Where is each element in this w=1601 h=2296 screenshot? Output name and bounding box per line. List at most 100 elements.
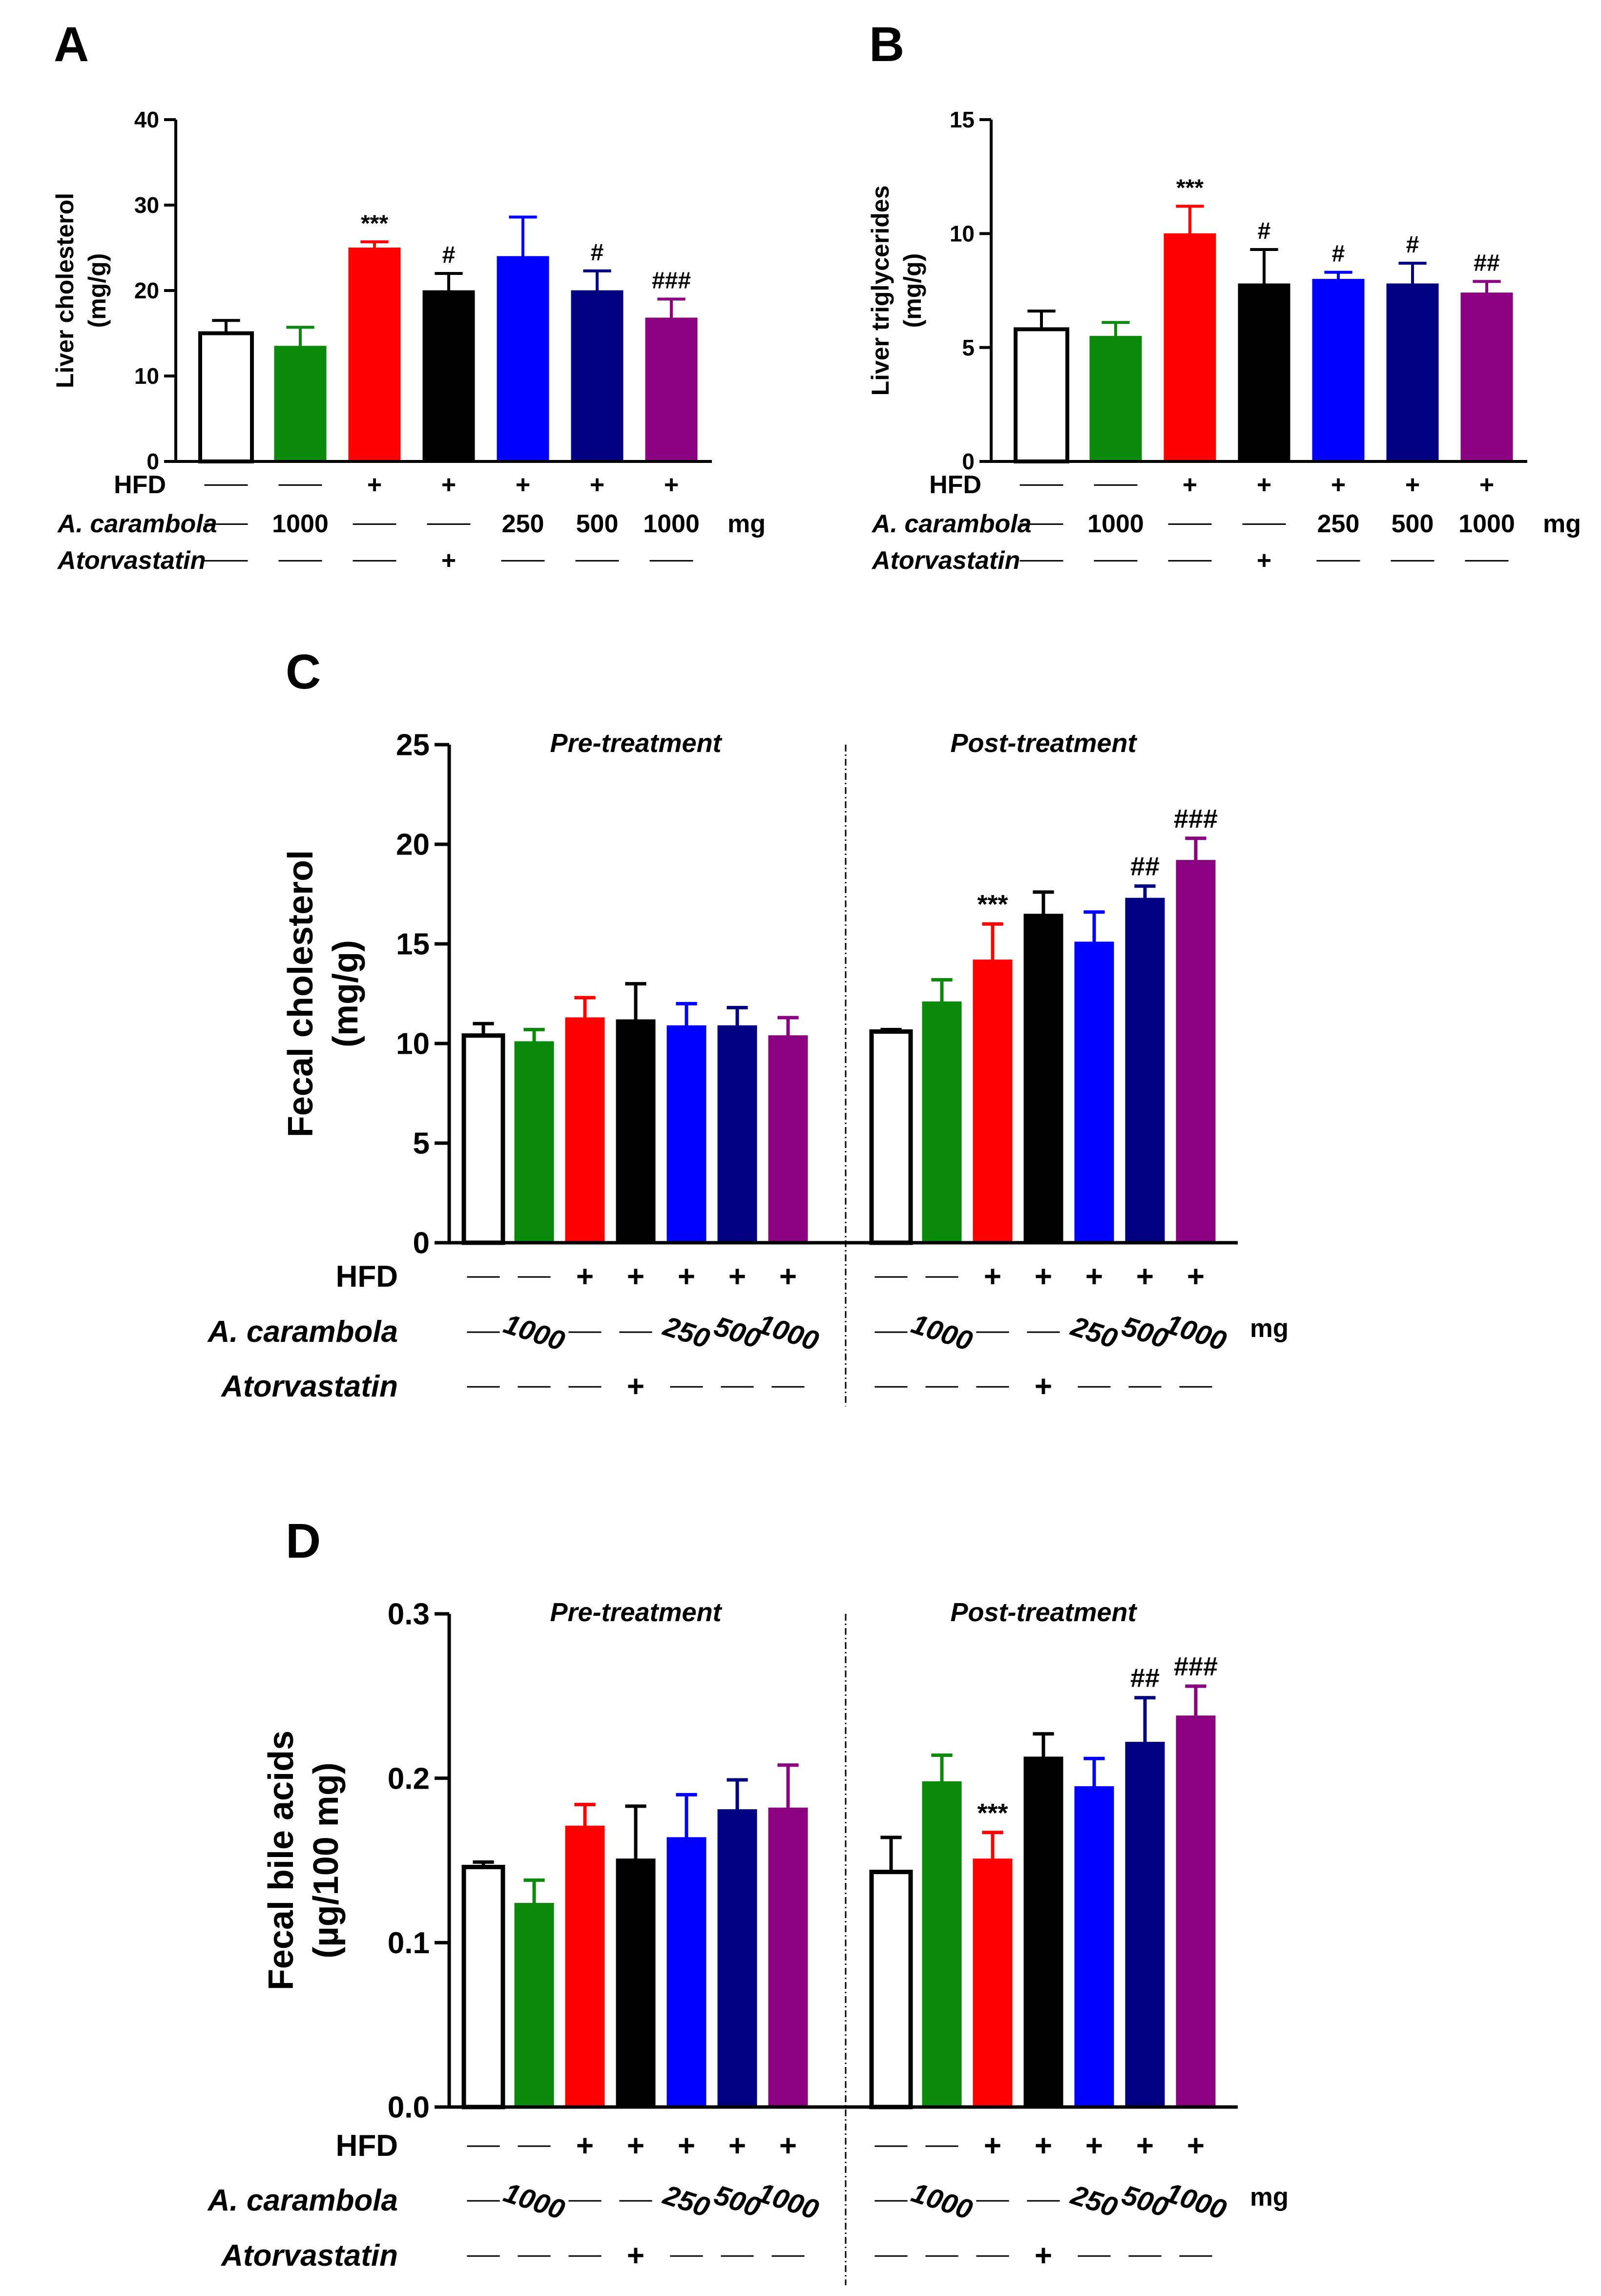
y-tick-label: 20 xyxy=(396,828,430,862)
carambola-row-label: A. carambola xyxy=(871,510,1032,538)
bar-post-group-4 xyxy=(1023,914,1063,1243)
y-tick-label: 15 xyxy=(950,107,975,132)
hfd-row-pre-value: + xyxy=(728,1260,746,1294)
hfd-row-value: + xyxy=(367,471,382,499)
significance-mark: # xyxy=(1258,218,1271,244)
hfd-row-value: + xyxy=(664,471,679,499)
y-tick-label: 0.3 xyxy=(388,1598,430,1631)
atorvastatin-row-value: + xyxy=(1257,546,1271,575)
significance-mark: *** xyxy=(1176,175,1204,201)
atorvastatin-row-pre-value: + xyxy=(627,1370,645,1403)
bar-group-2 xyxy=(1089,335,1142,462)
hfd-row-value: + xyxy=(1405,471,1420,499)
bar-post-group-7 xyxy=(1176,1715,1216,2108)
y-axis-unit: (mg/g) xyxy=(899,253,926,328)
bar-post-group-1 xyxy=(869,1029,913,1245)
y-axis-label: Liver cholesterol xyxy=(51,193,79,388)
hfd-row-pre-value: + xyxy=(678,1260,695,1294)
y-tick-label: 30 xyxy=(134,192,159,218)
panel-letter: C xyxy=(286,645,321,699)
significance-mark: ## xyxy=(1130,852,1160,881)
bar-group-6 xyxy=(571,290,624,462)
bar-pre-group-6 xyxy=(717,1809,757,2108)
carambola-row-label: A. carambola xyxy=(57,510,217,538)
y-tick-label: 0.1 xyxy=(388,1926,430,1960)
carambola-row-pre-value: 1000 xyxy=(754,1308,823,1357)
bar-post-group-7 xyxy=(1176,860,1216,1243)
bar-pre-group-1 xyxy=(461,1033,505,1245)
bar-post-group-2 xyxy=(922,1781,962,2108)
carambola-row-post-value: 250 xyxy=(1067,2179,1121,2224)
hfd-row-post-value: + xyxy=(984,2129,1001,2163)
significance-mark: # xyxy=(442,242,456,268)
atorvastatin-row-label: Atorvastatin xyxy=(57,546,206,575)
bar-group-1 xyxy=(198,331,254,463)
section-label-post: Post-treatment xyxy=(950,1598,1137,1627)
atorvastatin-row-label: Atorvastatin xyxy=(220,1370,398,1403)
carambola-row-pre-value: 250 xyxy=(659,2179,713,2224)
hfd-row-post-value: + xyxy=(1035,2129,1052,2163)
significance-mark: ### xyxy=(1174,804,1218,834)
y-axis-unit: (µg/100 mg) xyxy=(307,1762,346,1959)
hfd-row-post-value: + xyxy=(1187,2129,1205,2163)
y-axis-label: Fecal bile acids xyxy=(262,1731,301,1990)
y-tick-label: 5 xyxy=(413,1127,430,1161)
bar-pre-group-5 xyxy=(666,1837,707,2108)
atorvastatin-row-value: + xyxy=(441,546,456,575)
significance-mark: # xyxy=(1406,232,1419,258)
bar-pre-group-1 xyxy=(461,1864,505,2109)
hfd-row-label: HFD xyxy=(336,2129,398,2163)
y-axis-unit: (mg/g) xyxy=(326,940,365,1047)
hfd-row-pre-value: + xyxy=(728,2129,746,2163)
hfd-row-post-value: + xyxy=(1085,1260,1103,1294)
bar-group-7 xyxy=(645,317,698,462)
bar-group-6 xyxy=(1386,283,1439,462)
carambola-row-label: A. carambola xyxy=(207,2184,398,2217)
carambola-row-pre-value: 1000 xyxy=(500,2177,569,2226)
hfd-row-label: HFD xyxy=(336,1260,398,1294)
bar-pre-group-7 xyxy=(768,1035,808,1243)
hfd-row-post-value: + xyxy=(1136,1260,1154,1294)
hfd-row-label: HFD xyxy=(114,471,166,499)
bar-pre-group-4 xyxy=(616,1019,656,1243)
bar-post-group-5 xyxy=(1074,1786,1114,2108)
y-tick-label: 0 xyxy=(146,449,159,474)
y-tick-label: 0 xyxy=(962,449,975,474)
bar-group-5 xyxy=(1312,279,1365,462)
bar-group-2 xyxy=(274,346,327,462)
section-label-pre: Pre-treatment xyxy=(550,729,722,758)
y-tick-label: 0 xyxy=(413,1227,430,1260)
bar-group-3 xyxy=(348,248,401,462)
hfd-row-value: + xyxy=(1479,471,1494,499)
bar-pre-group-6 xyxy=(717,1025,757,1243)
y-tick-label: 20 xyxy=(134,278,159,303)
bar-post-group-4 xyxy=(1023,1756,1063,2108)
hfd-row-value: + xyxy=(516,471,530,499)
hfd-row-post-value: + xyxy=(1085,2129,1103,2163)
atorvastatin-row-label: Atorvastatin xyxy=(220,2239,398,2273)
significance-mark: *** xyxy=(977,1798,1008,1828)
bar-pre-group-7 xyxy=(768,1807,808,2108)
y-tick-label: 0.0 xyxy=(388,2091,430,2125)
bar-group-1 xyxy=(1014,327,1069,463)
unit-label: mg xyxy=(1250,2183,1289,2212)
significance-mark: ### xyxy=(652,268,691,294)
bar-pre-group-2 xyxy=(514,1041,554,1243)
hfd-row-pre-value: + xyxy=(627,2129,645,2163)
significance-mark: *** xyxy=(977,890,1008,919)
carambola-row-pre-value: 1000 xyxy=(754,2177,823,2226)
section-label-pre: Pre-treatment xyxy=(550,1598,722,1627)
significance-mark: # xyxy=(1332,241,1345,267)
significance-mark: # xyxy=(591,240,604,266)
bar-group-3 xyxy=(1164,233,1216,462)
bar-post-group-6 xyxy=(1125,898,1165,1243)
hfd-row-pre-value: + xyxy=(779,2129,797,2163)
atorvastatin-row-post-value: + xyxy=(1035,1370,1052,1403)
bar-post-group-5 xyxy=(1074,941,1114,1243)
significance-mark: ### xyxy=(1174,1652,1218,1681)
panel-letter: D xyxy=(286,1514,321,1568)
atorvastatin-row-pre-value: + xyxy=(627,2239,645,2273)
bar-pre-group-5 xyxy=(666,1025,707,1243)
carambola-row-value: 500 xyxy=(576,510,619,538)
